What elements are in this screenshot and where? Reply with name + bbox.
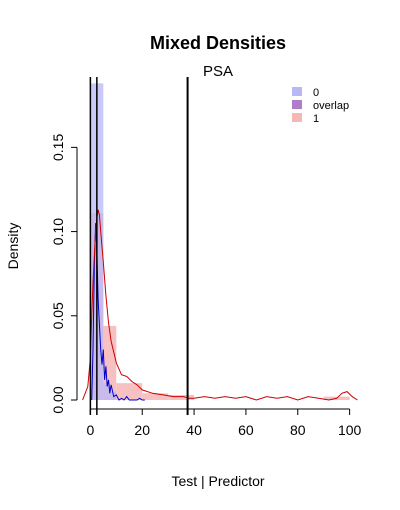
legend-label-0: 0 [313, 87, 319, 99]
chart-subtitle: PSA [203, 63, 233, 80]
histogram-bar-0-0 [90, 83, 97, 401]
y-tick-label-0: 0.00 [50, 386, 66, 413]
legend-swatch-0 [292, 87, 302, 96]
density-curve-1 [82, 209, 358, 401]
histogram-bar-0-2 [103, 383, 110, 400]
x-tick-label-0: 0 [86, 422, 94, 438]
legend-label-overlap: overlap [313, 100, 349, 112]
legend-swatch-overlap [292, 100, 302, 109]
x-tick-label-1: 20 [134, 422, 150, 438]
legend-label-1: 1 [313, 113, 319, 125]
x-tick-label-2: 40 [186, 422, 202, 438]
y-tick-label-3: 0.15 [50, 134, 66, 161]
y-tick-label-2: 0.10 [50, 218, 66, 245]
density-curves [82, 209, 358, 401]
vertical-reference-lines [89, 77, 189, 415]
y-axis-label: Density [5, 223, 21, 270]
y-tick-label-1: 0.05 [50, 302, 66, 329]
x-tick-label-3: 60 [238, 422, 254, 438]
chart-title: Mixed Densities [150, 33, 286, 53]
histogram-bars [90, 83, 350, 401]
histogram-bar-1-4 [168, 394, 195, 400]
histogram-bar-0-1 [96, 83, 104, 401]
legend-swatch-1 [292, 113, 302, 122]
x-axis-label: Test | Predictor [171, 473, 264, 489]
histogram-bar-1-3 [142, 393, 169, 400]
legend: 0 overlap 1 [292, 87, 349, 125]
axes: 0 20 40 60 80 100 0.00 0.05 0.10 0.15 [50, 134, 362, 438]
density-curve-0 [91, 223, 145, 401]
histogram-bar-1-2 [116, 383, 143, 400]
x-tick-label-5: 100 [338, 422, 362, 438]
x-tick-label-4: 80 [290, 422, 306, 438]
